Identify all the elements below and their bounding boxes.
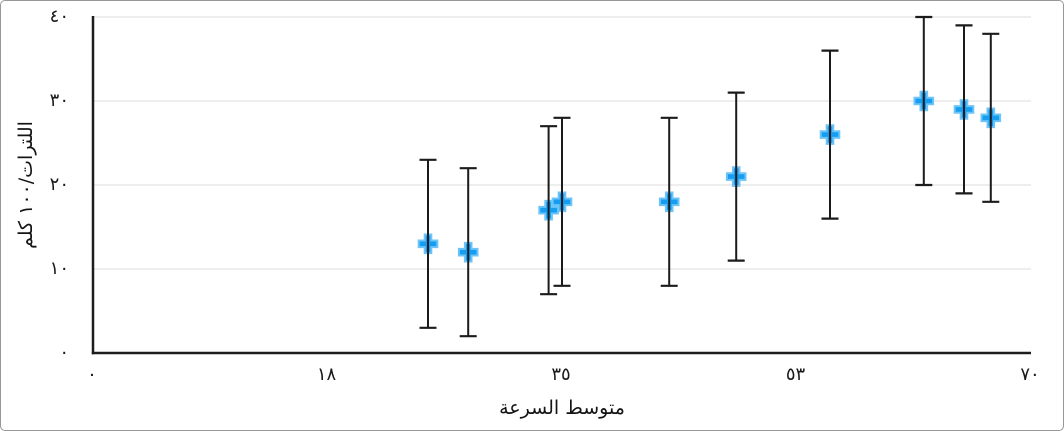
- x-tick-label: ٠: [87, 364, 97, 385]
- x-tick-label: ٧٠: [1020, 364, 1040, 385]
- x-axis-title: متوسط السرعة: [499, 397, 625, 419]
- x-tick-label: ٣٥: [551, 364, 571, 385]
- x-tick-label: ١٨: [316, 364, 337, 385]
- y-tick-label: ٠: [59, 342, 69, 363]
- x-tick-label: ٥٣: [785, 364, 806, 385]
- y-tick-label: ٢٠: [49, 174, 69, 195]
- y-tick-label: ٣٠: [49, 90, 69, 111]
- y-tick-label: ٤٠: [49, 6, 69, 27]
- y-tick-label: ١٠: [49, 258, 69, 279]
